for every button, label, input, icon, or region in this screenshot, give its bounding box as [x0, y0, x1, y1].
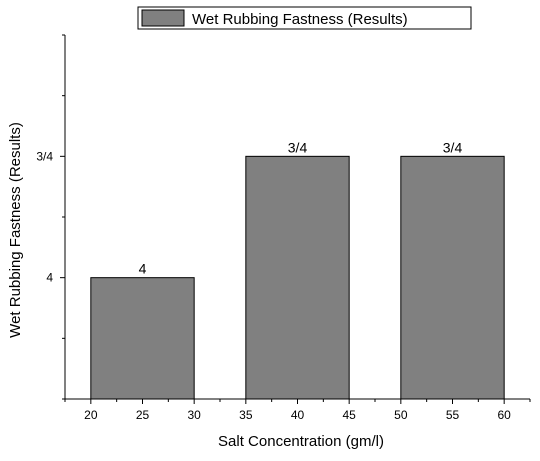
x-axis-title: Salt Concentration (gm/l)	[218, 433, 384, 450]
x-tick-label-1: 25	[136, 408, 150, 422]
y-axis-title: Wet Rubbing Fastness (Results)	[7, 122, 24, 338]
x-tick-label-8: 60	[497, 408, 511, 422]
bar-value-label-1: 3/4	[288, 139, 308, 155]
x-tick-label-2: 30	[187, 408, 201, 422]
legend-label: Wet Rubbing Fastness (Results)	[192, 11, 408, 28]
ticks-group: 20 25 30 35 40 45 50 55 60 4 3/4	[36, 34, 531, 422]
bar-0	[90, 277, 195, 400]
bar-value-label-0: 4	[139, 261, 147, 277]
x-tick-label-3: 35	[239, 408, 253, 422]
y-tick-label-0: 4	[46, 271, 53, 285]
x-tick-label-4: 40	[291, 408, 305, 422]
legend-box	[137, 6, 472, 30]
legend-swatch	[141, 9, 185, 27]
x-tick-label-0: 20	[84, 408, 98, 422]
x-tick-label-7: 55	[446, 408, 460, 422]
x-tick-label-6: 50	[394, 408, 408, 422]
bars-group: 4 3/4 3/4	[90, 139, 505, 400]
bar-value-label-2: 3/4	[443, 139, 463, 155]
legend: Wet Rubbing Fastness (Results)	[137, 6, 472, 30]
bar-1	[245, 155, 350, 400]
bar-2	[400, 155, 505, 400]
x-tick-label-5: 45	[342, 408, 356, 422]
y-tick-label-1: 3/4	[36, 149, 53, 163]
